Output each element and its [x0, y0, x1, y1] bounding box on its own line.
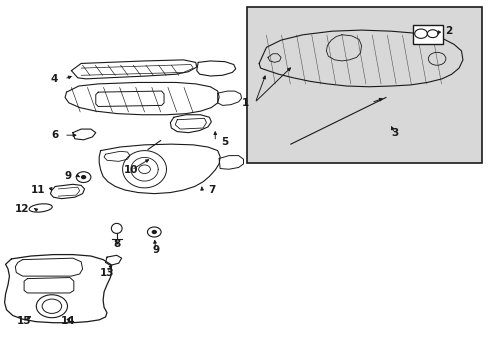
Text: 12: 12: [15, 204, 29, 214]
Circle shape: [152, 230, 156, 233]
Bar: [246, 7, 481, 163]
Text: 14: 14: [61, 316, 75, 325]
Text: 9: 9: [64, 171, 71, 181]
Text: 7: 7: [207, 185, 215, 195]
Text: 2: 2: [445, 26, 452, 36]
Text: 9: 9: [152, 245, 159, 255]
Text: 6: 6: [51, 130, 58, 140]
Text: 5: 5: [221, 137, 228, 147]
Text: 4: 4: [51, 74, 58, 84]
Text: 11: 11: [31, 185, 45, 195]
Text: 8: 8: [113, 239, 120, 249]
Text: 10: 10: [124, 165, 138, 175]
Circle shape: [81, 176, 85, 179]
Text: 13: 13: [100, 267, 114, 278]
Text: 15: 15: [17, 316, 31, 325]
Bar: [412, 25, 442, 44]
Text: 1: 1: [242, 98, 249, 108]
Text: 3: 3: [390, 129, 398, 138]
